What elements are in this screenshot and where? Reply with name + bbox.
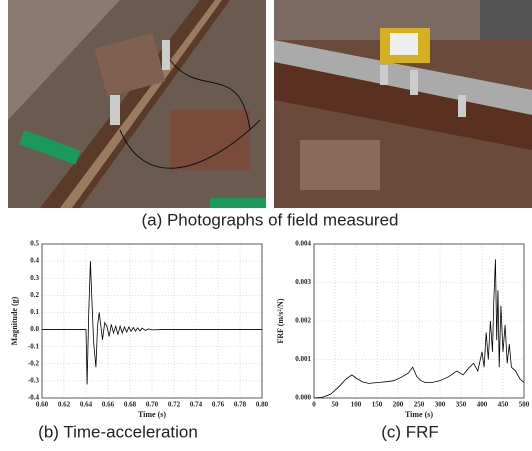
x-tick-label: 0.64	[80, 401, 93, 409]
x-tick-label: 0	[312, 401, 316, 409]
chart-caption: (b) Time-acceleration	[38, 422, 198, 441]
y-tick-label: 0.0	[30, 325, 39, 333]
photo-right	[274, 0, 532, 208]
y-tick-label: 0.4	[30, 257, 39, 265]
x-tick-label: 0.78	[234, 401, 247, 409]
x-axis-label: Time (s)	[405, 410, 433, 419]
y-tick-label: -0.4	[28, 394, 40, 402]
x-tick-label: 400	[477, 401, 488, 409]
y-tick-label: 0.5	[30, 240, 39, 248]
y-tick-label: 0.003	[295, 278, 311, 286]
data-line	[42, 261, 262, 385]
x-tick-label: 500	[519, 401, 530, 409]
x-tick-label: 0.68	[124, 401, 137, 409]
x-tick-label: 0.66	[102, 401, 115, 409]
y-tick-label: -0.3	[28, 376, 40, 384]
x-axis-label: Time (s)	[138, 410, 166, 419]
x-tick-label: 0.76	[212, 401, 225, 409]
plot-frame	[41, 243, 263, 399]
x-tick-label: 0.72	[168, 401, 181, 409]
x-tick-label: 0.62	[58, 401, 71, 409]
y-tick-label: 0.000	[295, 394, 311, 402]
y-tick-label: -0.2	[28, 359, 40, 367]
photo-caption: (a) Photographs of field measured	[141, 210, 398, 229]
y-tick-label: 0.002	[295, 317, 311, 325]
y-axis-label: Magnitude (g)	[10, 296, 19, 345]
photo-left	[8, 0, 266, 208]
x-tick-label: 450	[498, 401, 509, 409]
x-tick-label: 250	[414, 401, 425, 409]
y-tick-label: 0.1	[30, 308, 39, 316]
chart-caption: (c) FRF	[381, 422, 439, 441]
x-tick-label: 200	[393, 401, 404, 409]
y-tick-label: 0.001	[295, 355, 311, 363]
x-tick-label: 300	[435, 401, 446, 409]
data-line	[313, 259, 525, 399]
y-tick-label: 0.2	[30, 291, 39, 299]
y-tick-label: 0.004	[295, 240, 311, 248]
x-tick-label: 0.70	[146, 401, 159, 409]
x-tick-label: 50	[332, 401, 340, 409]
plot-frame	[313, 243, 525, 399]
x-tick-label: 350	[456, 401, 467, 409]
x-tick-label: 0.80	[256, 401, 269, 409]
y-tick-label: 0.3	[30, 274, 39, 282]
x-tick-label: 100	[351, 401, 362, 409]
x-tick-label: 0.60	[36, 401, 49, 409]
y-tick-label: -0.1	[28, 342, 40, 350]
x-tick-label: 150	[372, 401, 383, 409]
x-tick-label: 0.74	[190, 401, 203, 409]
y-axis-label: FRF (m/s²/N)	[276, 298, 285, 343]
